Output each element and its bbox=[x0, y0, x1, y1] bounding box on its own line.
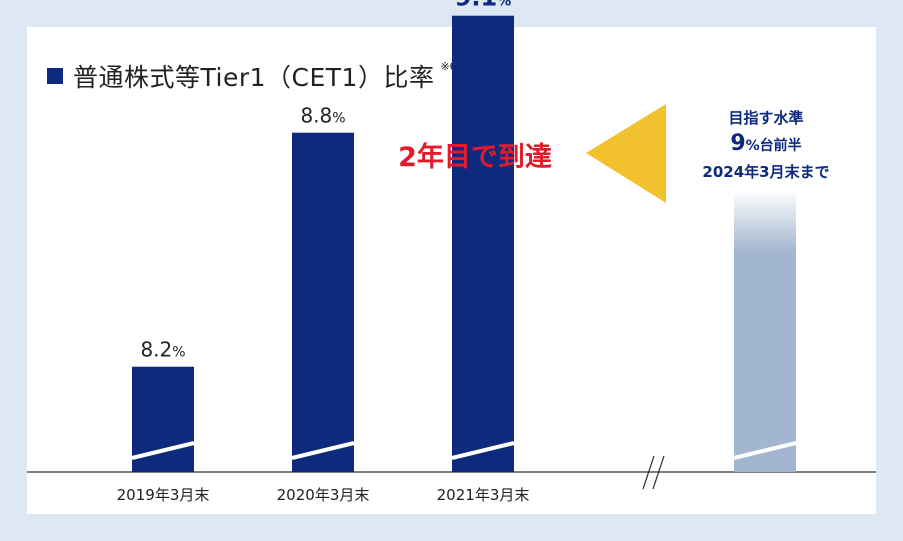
target-heading: 目指す水準 bbox=[728, 109, 803, 127]
data-label: 9.1% bbox=[455, 0, 512, 12]
bar bbox=[452, 15, 514, 472]
data-label: 8.8% bbox=[300, 104, 345, 128]
chart-title-row: 普通株式等Tier1（CET1）比率 ※6 bbox=[47, 58, 457, 94]
bar-break-line bbox=[451, 441, 515, 460]
axis-break-mark bbox=[652, 455, 665, 490]
axis-break-mark bbox=[642, 455, 655, 490]
callout-text: 2年目で到達 bbox=[398, 141, 552, 173]
title-square-icon bbox=[47, 68, 63, 84]
target-bar bbox=[734, 190, 796, 472]
target-deadline: 2024年3月末まで bbox=[702, 163, 829, 181]
x-tick-label: 2020年3月末 bbox=[277, 486, 370, 504]
target-value-suffix: %台前半 bbox=[746, 137, 802, 154]
target-value: 9 bbox=[730, 131, 745, 156]
bar bbox=[292, 132, 354, 472]
x-tick-label: 2019年3月末 bbox=[117, 486, 210, 504]
target-bar-break-line bbox=[733, 441, 797, 460]
bar-break-line bbox=[131, 441, 195, 460]
target-value-line: 9%台前半 bbox=[730, 131, 801, 156]
bar-break-line bbox=[291, 441, 355, 460]
data-label: 8.2% bbox=[140, 338, 185, 362]
arrow-icon bbox=[586, 104, 666, 203]
x-tick-label: 2021年3月末 bbox=[437, 486, 530, 504]
chart-title: 普通株式等Tier1（CET1）比率 bbox=[73, 63, 435, 92]
